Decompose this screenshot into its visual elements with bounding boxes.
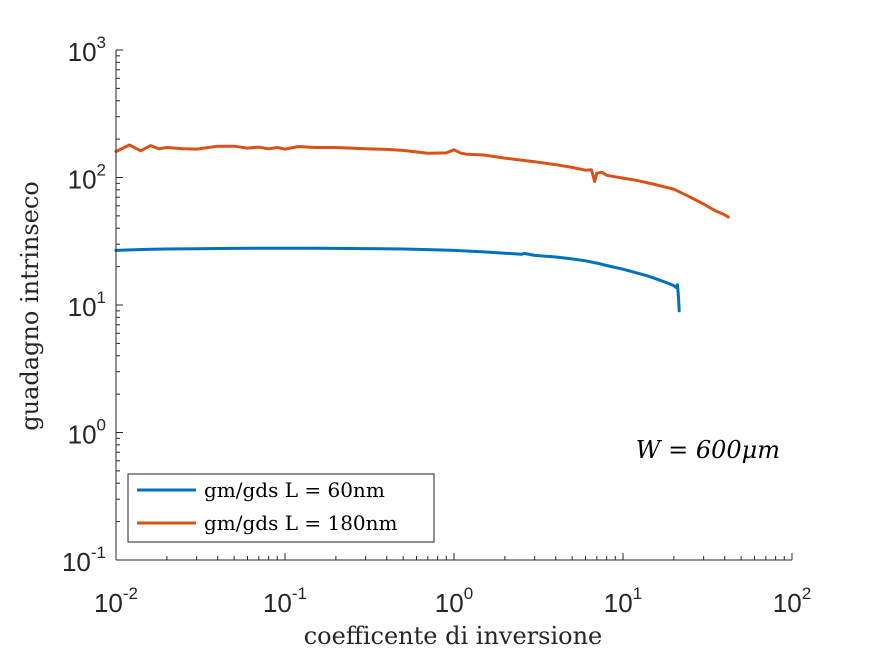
x-tick-label: 101 (604, 584, 642, 618)
legend-label-180nm: gm/gds L = 180nm (204, 511, 398, 535)
legend-box (127, 473, 435, 543)
series-layer (114, 143, 730, 313)
y-axis-label: guadagno intrinseco (16, 181, 44, 431)
axes-layer: 10-2 10-1 100 101 102 10-1 100 101 102 103 (62, 33, 811, 618)
legend: gm/gds L = 60nm gm/gds L = 180nm (127, 473, 435, 543)
x-tick-label: 102 (773, 584, 811, 618)
y-tick-label: 101 (68, 288, 106, 322)
label-layer: coefficente di inversione guadagno intri… (16, 181, 780, 650)
y-tick-label: 102 (68, 161, 106, 195)
y-tick-label: 100 (68, 416, 106, 450)
series-line-60nm (114, 246, 681, 313)
y-tick-label: 103 (68, 33, 106, 67)
x-axis-label: coefficente di inversione (304, 622, 603, 650)
series-line-180nm (114, 143, 730, 219)
width-annotation: W = 600μm (636, 436, 780, 464)
x-tick-label: 10-2 (94, 584, 138, 618)
x-tick-label: 10-1 (263, 584, 307, 618)
y-tick-label: 10-1 (62, 543, 106, 577)
legend-label-60nm: gm/gds L = 60nm (204, 478, 385, 502)
x-tick-label: 100 (435, 584, 473, 618)
